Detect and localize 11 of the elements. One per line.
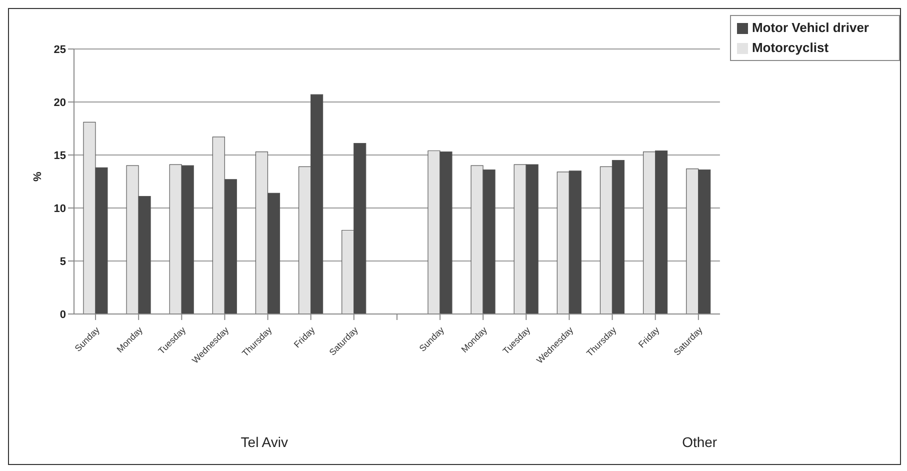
legend-label: Motorcyclist [752,40,829,55]
y-tick-label: 15 [54,150,66,162]
y-tick-label: 0 [60,308,66,321]
y-tick-label: 25 [54,44,66,56]
y-tick-label: 5 [60,256,66,268]
y-axis-title: % [32,172,44,182]
y-tick-label: 20 [54,96,66,109]
text: Other [681,434,718,450]
legend-label: Motor Vehicl driver [752,20,869,35]
y-tick-label: 10 [54,202,66,215]
text: Tel Aviv [240,434,289,450]
